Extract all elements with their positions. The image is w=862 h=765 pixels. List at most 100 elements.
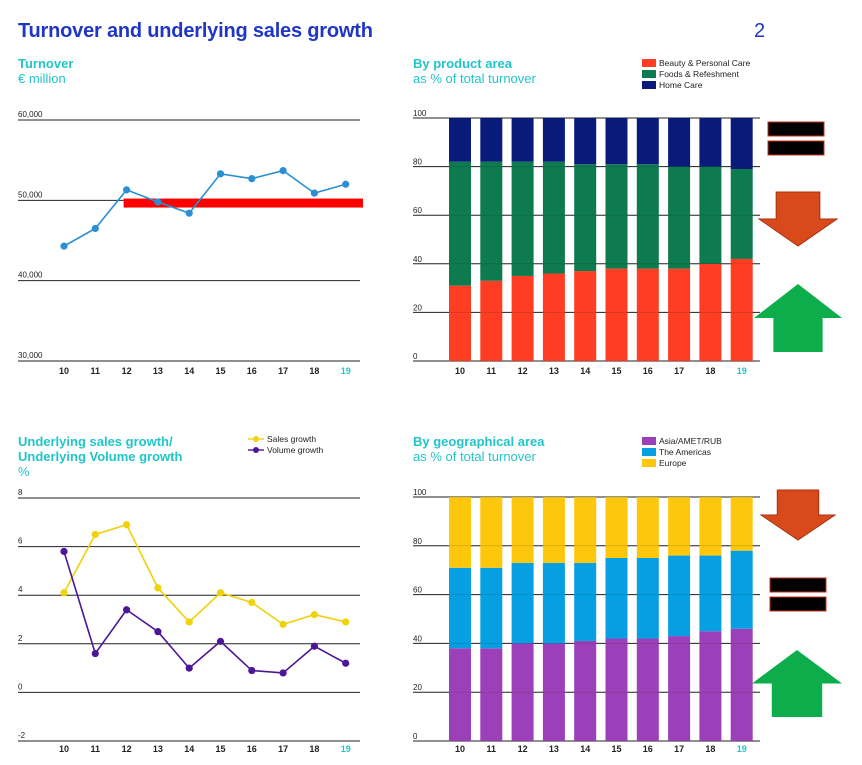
geo-xtick-label: 12 (518, 744, 528, 754)
growth-point (310, 642, 318, 650)
growth-legend-label: Volume growth (267, 445, 323, 455)
product-legend-swatch (642, 70, 656, 78)
turnover-highlight-bar (123, 198, 363, 208)
product-bar-segment (605, 164, 628, 269)
growth-point (123, 606, 131, 614)
product-bar-segment (730, 118, 753, 170)
product-bar-segment (636, 118, 659, 165)
product-bar-segment (636, 268, 659, 361)
product-bar-segment (699, 118, 722, 167)
product-ytick-label: 100 (413, 109, 427, 118)
product-xtick-label: 15 (611, 366, 621, 376)
geo-equal-icon-bar-bottom (769, 596, 827, 612)
geo-bar-segment (730, 628, 753, 741)
turnover-point (248, 175, 256, 183)
geo-xtick-label: 13 (549, 744, 559, 754)
product-ytick-label: 40 (413, 255, 422, 264)
product-xtick-label: 18 (705, 366, 715, 376)
product-bar-segment (699, 166, 722, 264)
geo-legend-swatch (642, 437, 656, 445)
page-number: 2 (754, 20, 766, 42)
product-xtick-label: 12 (518, 366, 528, 376)
product-title: By product area (413, 56, 512, 71)
geo-legend-label: Asia/AMET/RUB (659, 436, 722, 446)
product-bar-segment (668, 268, 691, 361)
geo-bar-segment (542, 497, 565, 563)
turnover-xtick-label: 13 (153, 366, 163, 376)
turnover-xtick-label: 17 (278, 366, 288, 376)
product-bar-segment (668, 118, 691, 167)
product-ytick-label: 0 (413, 352, 418, 361)
geo-xtick-label: 10 (455, 744, 465, 754)
geo-bar-segment (636, 497, 659, 558)
product-legend-label: Foods & Refeshment (659, 69, 739, 79)
geo-title: By geographical area (413, 434, 545, 449)
product-ytick-label: 60 (413, 206, 422, 215)
turnover-point (342, 180, 350, 188)
geo-bar-segment (636, 558, 659, 639)
product-legend-label: Beauty & Personal Care (659, 58, 750, 68)
geo-xtick-label: 16 (643, 744, 653, 754)
turnover-point (154, 198, 162, 206)
geo-ytick-label: 20 (413, 683, 422, 692)
product-ytick-label: 80 (413, 158, 422, 167)
geo-bar-segment (542, 643, 565, 741)
growth-legend-marker (253, 447, 259, 453)
growth-point (342, 618, 350, 626)
growth-xtick-label: 16 (247, 744, 257, 754)
growth-xtick-label: 13 (153, 744, 163, 754)
geo-bar-segment (730, 550, 753, 629)
geo-bar-segment (511, 497, 534, 563)
product-bar-segment (449, 285, 471, 361)
growth-subtitle: % (18, 464, 30, 479)
product-bar-segment (574, 164, 597, 272)
product-equal-icon-bar-top (767, 121, 825, 137)
geo-bar-segment (605, 497, 628, 558)
growth-point (248, 598, 256, 607)
product-legend-swatch (642, 81, 656, 89)
geo-legend-swatch (642, 459, 656, 467)
product-bar-segment (636, 164, 659, 269)
turnover-point (279, 167, 287, 175)
product-bar-segment (668, 166, 691, 269)
growth-point (248, 666, 256, 675)
geo-bar-segment (449, 567, 471, 649)
geo-bar-segment (480, 497, 503, 568)
geo-xtick-label: 15 (611, 744, 621, 754)
growth-xtick-label: 15 (215, 744, 225, 754)
geo-bar-segment (574, 497, 597, 563)
growth-point (154, 628, 162, 636)
growth-ytick-label: -2 (18, 731, 26, 740)
turnover-point (216, 170, 225, 178)
geo-ytick-label: 100 (413, 488, 427, 497)
product-bar-segment (699, 263, 722, 361)
growth-title-line2: Underlying Volume growth (18, 449, 183, 464)
geo-down-arrow-icon (759, 489, 837, 541)
turnover-xtick-label: 11 (91, 366, 101, 376)
geo-ytick-label: 80 (413, 537, 422, 546)
page-title: Turnover and underlying sales growth (18, 20, 373, 42)
growth-ytick-label: 6 (18, 537, 23, 546)
geo-legend-label: Europe (659, 458, 687, 468)
growth-series-line (63, 523, 346, 626)
growth-title-line1: Underlying sales growth/ (18, 434, 173, 449)
geo-bar-segment (668, 636, 691, 741)
product-down-arrow-icon (757, 191, 839, 247)
product-bar-segment (542, 273, 565, 361)
product-legend-label: Home Care (659, 80, 703, 90)
turnover-subtitle: € million (18, 71, 66, 86)
geo-bar-segment (605, 638, 628, 741)
growth-point (60, 547, 68, 556)
growth-xtick-label: 11 (91, 744, 101, 754)
product-bar-segment (542, 118, 565, 162)
product-bar-segment (511, 275, 534, 361)
geo-bar-segment (511, 643, 534, 741)
product-bar-segment (480, 118, 503, 162)
turnover-xtick-label: 14 (184, 366, 194, 376)
geo-bar-segment (699, 631, 722, 741)
growth-xtick-label: 12 (122, 744, 132, 754)
growth-point (310, 611, 318, 619)
geo-bar-segment (699, 497, 722, 556)
geo-bar-segment (449, 497, 471, 568)
geo-bar-segment (574, 562, 597, 641)
